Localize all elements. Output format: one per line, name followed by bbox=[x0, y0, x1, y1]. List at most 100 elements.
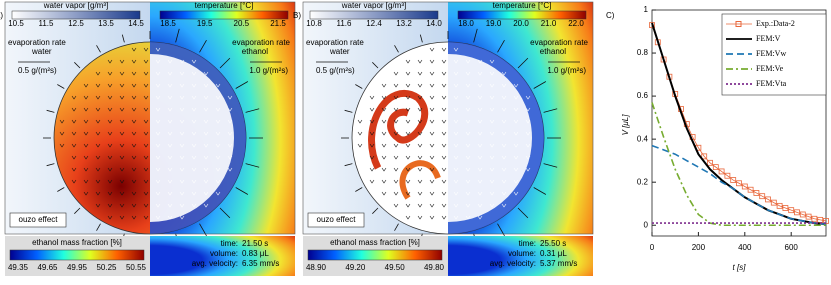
velocity-arrow bbox=[441, 131, 447, 136]
velocity-arrow bbox=[167, 107, 173, 112]
velocity-arrow bbox=[417, 143, 423, 148]
velocity-arrow bbox=[417, 155, 423, 160]
velocity-arrow bbox=[107, 83, 113, 88]
flux-arrow bbox=[372, 207, 379, 214]
velocity-arrow bbox=[179, 167, 185, 172]
velocity-arrow bbox=[119, 59, 125, 64]
stats-bg bbox=[150, 236, 295, 276]
velocity-arrow bbox=[453, 47, 459, 52]
velocity-arrow bbox=[381, 143, 387, 148]
velocity-arrow bbox=[525, 107, 531, 112]
velocity-arrow bbox=[131, 203, 137, 208]
velocity-arrow bbox=[465, 203, 471, 208]
y-tick-label: 0.4 bbox=[637, 134, 649, 143]
velocity-arrow bbox=[393, 155, 399, 160]
velocity-arrow bbox=[227, 143, 233, 148]
velocity-arrow bbox=[405, 59, 411, 64]
velocity-arrow bbox=[453, 95, 459, 100]
velocity-arrow bbox=[429, 191, 435, 196]
velocity-arrow bbox=[143, 179, 149, 184]
velocity-arrow bbox=[405, 71, 411, 76]
flux-arrow bbox=[235, 81, 249, 89]
colorbar-water-vapor bbox=[11, 10, 141, 20]
y-tick-label: 0.8 bbox=[637, 48, 649, 57]
velocity-arrow bbox=[369, 95, 375, 100]
velocity-arrow bbox=[143, 83, 149, 88]
velocity-arrow bbox=[453, 167, 459, 172]
velocity-arrow bbox=[71, 131, 77, 136]
data-point bbox=[718, 168, 725, 175]
velocity-arrow bbox=[369, 155, 375, 160]
velocity-arrow bbox=[119, 107, 125, 112]
flux-arrow bbox=[74, 207, 81, 214]
evaporation-label: water bbox=[31, 47, 52, 56]
flux-arrow bbox=[355, 84, 363, 89]
velocity-arrow bbox=[465, 83, 471, 88]
colorbar-tick-label: 18.0 bbox=[458, 19, 474, 28]
flux-arrow bbox=[57, 187, 65, 192]
velocity-arrow bbox=[429, 155, 435, 160]
velocity-arrow bbox=[417, 71, 423, 76]
velocity-arrow bbox=[477, 119, 483, 124]
velocity-arrow bbox=[489, 107, 495, 112]
velocity-arrow bbox=[215, 167, 221, 172]
stat-label: volume: bbox=[210, 249, 238, 258]
velocity-arrow bbox=[489, 179, 495, 184]
stat-label: time: bbox=[221, 239, 238, 248]
flux-arrow bbox=[517, 207, 529, 219]
velocity-arrow bbox=[107, 167, 113, 172]
colorbar-tick-label: 50.55 bbox=[126, 263, 147, 272]
colorbar-tick-label: 48.90 bbox=[306, 263, 327, 272]
velocity-arrow bbox=[131, 83, 137, 88]
velocity-arrow bbox=[441, 83, 447, 88]
velocity-arrow bbox=[179, 203, 185, 208]
data-point bbox=[759, 193, 766, 200]
velocity-arrow bbox=[83, 143, 89, 148]
velocity-arrow bbox=[477, 71, 483, 76]
velocity-arrow bbox=[393, 167, 399, 172]
velocity-arrow bbox=[465, 215, 471, 220]
velocity-arrow bbox=[95, 191, 101, 196]
velocity-arrow bbox=[501, 131, 507, 136]
y-tick-label: 1 bbox=[644, 5, 649, 14]
velocity-arrow bbox=[203, 179, 209, 184]
velocity-arrow bbox=[501, 167, 507, 172]
velocity-arrow bbox=[203, 71, 209, 76]
velocity-arrow bbox=[417, 131, 423, 136]
stat-value: 0.83 μL bbox=[242, 249, 269, 258]
velocity-arrow bbox=[453, 215, 459, 220]
velocity-arrow bbox=[167, 215, 173, 220]
flux-arrow bbox=[497, 39, 505, 53]
velocity-arrow bbox=[489, 155, 495, 160]
velocity-arrow bbox=[417, 203, 423, 208]
velocity-arrow bbox=[143, 47, 149, 52]
velocity-arrow bbox=[501, 203, 507, 208]
y-tick-label: 0.6 bbox=[637, 91, 649, 100]
flux-arrow bbox=[46, 109, 55, 113]
velocity-arrow bbox=[381, 131, 387, 136]
velocity-arrow bbox=[83, 155, 89, 160]
velocity-arrow bbox=[227, 107, 233, 112]
velocity-arrow bbox=[227, 167, 233, 172]
velocity-arrow bbox=[179, 131, 185, 136]
flux-arrow bbox=[543, 108, 558, 113]
data-point bbox=[794, 209, 800, 216]
velocity-arrow bbox=[465, 191, 471, 196]
velocity-arrow bbox=[405, 143, 411, 148]
velocity-arrow bbox=[227, 119, 233, 124]
velocity-arrow bbox=[227, 131, 233, 136]
flux-arrow bbox=[394, 223, 399, 231]
stat-label: avg. velocity: bbox=[192, 259, 238, 268]
velocity-arrow bbox=[489, 203, 495, 208]
colorbar-title: ethanol mass fraction [%] bbox=[32, 238, 122, 247]
velocity-arrow bbox=[405, 107, 411, 112]
velocity-arrow bbox=[215, 95, 221, 100]
velocity-arrow bbox=[203, 95, 209, 100]
velocity-arrow bbox=[513, 131, 519, 136]
velocity-arrow bbox=[203, 167, 209, 172]
velocity-arrow bbox=[453, 155, 459, 160]
velocity-arrow bbox=[191, 119, 197, 124]
velocity-arrow bbox=[215, 179, 221, 184]
colorbar-tick-label: 22.0 bbox=[568, 19, 584, 28]
velocity-arrow bbox=[513, 107, 519, 112]
